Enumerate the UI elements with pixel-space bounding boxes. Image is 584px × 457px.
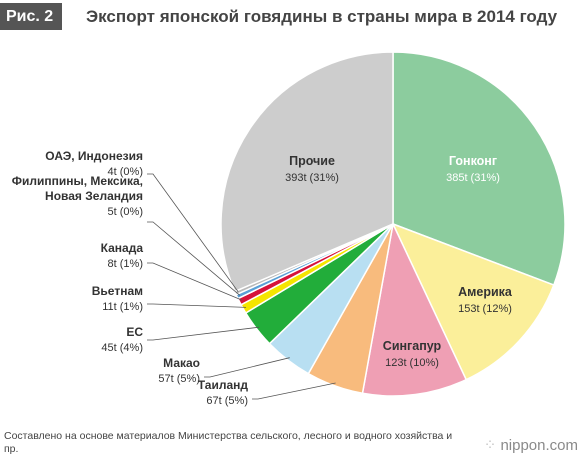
leader-line-3 [252, 382, 336, 400]
logo-text: nippon.com [500, 437, 578, 454]
slice-value-8: 5t (0%) [108, 206, 143, 218]
source-note: Составлено на основе материалов Министер… [4, 430, 453, 455]
leader-line-7 [147, 262, 243, 301]
slice-1 [391, 222, 555, 381]
slice-value-6: 11t (1%) [102, 301, 143, 313]
slice-value-0: 385t (31%) [446, 172, 500, 184]
slice-value-10: 393t (31%) [285, 172, 339, 184]
leader-line-4 [204, 357, 290, 378]
slice-label-8-line-0: Филиппины, Мексика, [12, 174, 143, 188]
slice-value-9: 4t (0%) [108, 166, 143, 178]
chart-header: Рис. 2 Экспорт японской говядины в стран… [0, 3, 584, 30]
slice-0 [392, 51, 566, 287]
slice-value-3: 67t (5%) [206, 395, 248, 407]
figure-label: Рис. 2 [0, 3, 63, 30]
leader-line-6 [147, 303, 247, 308]
slice-value-4: 57t (5%) [158, 373, 200, 385]
slice-label-2: Сингапур [383, 339, 442, 353]
slice-label-4: Макао [163, 356, 200, 370]
slice-label-10: Прочие [289, 154, 335, 168]
slice-value-5: 45t (4%) [101, 342, 143, 354]
slice-label-8-line-1: Новая Зеландия [45, 189, 143, 203]
slice-label-1: Америка [458, 285, 513, 299]
slice-label-3: Таиланд [198, 378, 249, 392]
nippon-logo: ⁘ nippon.com [483, 437, 578, 454]
slice-label-6: Вьетнам [92, 284, 143, 298]
slice-label-7: Канада [101, 241, 144, 255]
slice-value-2: 123t (10%) [385, 357, 439, 369]
slice-10 [220, 51, 394, 293]
slice-label-9: ОАЭ, Индонезия [45, 149, 143, 163]
leader-line-5 [147, 326, 260, 341]
slice-value-1: 153t (12%) [458, 303, 512, 315]
leader-line-9 [147, 173, 239, 293]
slice-value-7: 8t (1%) [108, 258, 143, 270]
chart-title: Экспорт японской говядины в страны мира … [86, 7, 558, 26]
slice-label-5: ЕС [126, 325, 143, 339]
leader-line-8 [147, 221, 241, 296]
slice-2 [361, 221, 468, 397]
slice-label-0: Гонконг [449, 154, 497, 168]
